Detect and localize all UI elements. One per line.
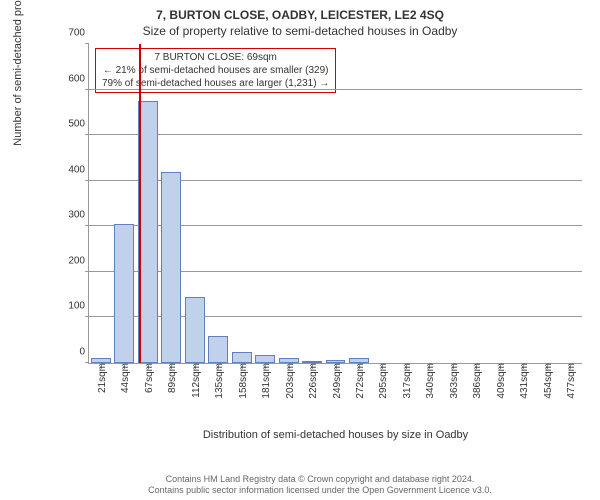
x-tick-label: 67sqm: [144, 363, 155, 393]
y-tick-mark: [85, 271, 89, 272]
x-tick-label: 203sqm: [285, 363, 296, 399]
footer: Contains HM Land Registry data © Crown c…: [50, 474, 590, 496]
y-tick-mark: [85, 225, 89, 226]
x-tick-label: 409sqm: [496, 363, 507, 399]
gridline: [89, 134, 582, 135]
x-tick-label: 89sqm: [167, 363, 178, 393]
info-box: 7 BURTON CLOSE: 69sqm ← 21% of semi-deta…: [95, 48, 336, 93]
y-tick-label: 700: [59, 28, 85, 39]
y-tick-label: 100: [59, 301, 85, 312]
x-axis-label: Distribution of semi-detached houses by …: [89, 429, 582, 441]
bar: [185, 297, 205, 363]
x-tick-label: 249sqm: [332, 363, 343, 399]
footer-line-1: Contains HM Land Registry data © Crown c…: [50, 474, 590, 485]
bar: [232, 352, 252, 363]
y-tick-mark: [85, 89, 89, 90]
x-tick-label: 340sqm: [425, 363, 436, 399]
x-tick-label: 363sqm: [449, 363, 460, 399]
chart-container: 7, BURTON CLOSE, OADBY, LEICESTER, LE2 4…: [0, 0, 600, 500]
y-tick-label: 600: [59, 73, 85, 84]
title-subtitle: Size of property relative to semi-detach…: [8, 24, 592, 38]
chart-area: Number of semi-detached properties 7 BUR…: [58, 44, 582, 414]
x-tick-label: 477sqm: [566, 363, 577, 399]
x-tick-label: 181sqm: [261, 363, 272, 399]
y-tick-mark: [85, 134, 89, 135]
y-tick-label: 500: [59, 119, 85, 130]
y-tick-label: 200: [59, 255, 85, 266]
bar: [161, 172, 181, 363]
info-line-1: 7 BURTON CLOSE: 69sqm: [102, 51, 329, 64]
y-tick-label: 300: [59, 210, 85, 221]
y-tick-label: 400: [59, 164, 85, 175]
x-tick-label: 272sqm: [355, 363, 366, 399]
x-tick-label: 158sqm: [238, 363, 249, 399]
marker-line: [139, 44, 141, 363]
bar: [255, 355, 275, 363]
x-tick-label: 135sqm: [214, 363, 225, 399]
info-line-2: ← 21% of semi-detached houses are smalle…: [102, 64, 329, 77]
x-tick-label: 454sqm: [543, 363, 554, 399]
title-address: 7, BURTON CLOSE, OADBY, LEICESTER, LE2 4…: [8, 8, 592, 22]
x-tick-label: 112sqm: [191, 363, 202, 398]
x-tick-label: 226sqm: [308, 363, 319, 399]
plot-area: 7 BURTON CLOSE: 69sqm ← 21% of semi-deta…: [88, 44, 582, 364]
x-tick-label: 21sqm: [97, 363, 108, 393]
x-tick-label: 431sqm: [519, 363, 530, 399]
x-tick-label: 386sqm: [472, 363, 483, 399]
bar: [114, 224, 134, 363]
gridline: [89, 89, 582, 90]
y-tick-label: 0: [59, 347, 85, 358]
x-tick-label: 44sqm: [120, 363, 131, 393]
y-tick-mark: [85, 362, 89, 363]
y-tick-mark: [85, 180, 89, 181]
y-tick-mark: [85, 316, 89, 317]
footer-line-2: Contains public sector information licen…: [50, 485, 590, 496]
y-tick-mark: [85, 43, 89, 44]
x-tick-label: 317sqm: [402, 363, 413, 399]
y-axis-label: Number of semi-detached properties: [12, 0, 24, 146]
bar: [208, 336, 228, 363]
x-tick-label: 295sqm: [378, 363, 389, 399]
